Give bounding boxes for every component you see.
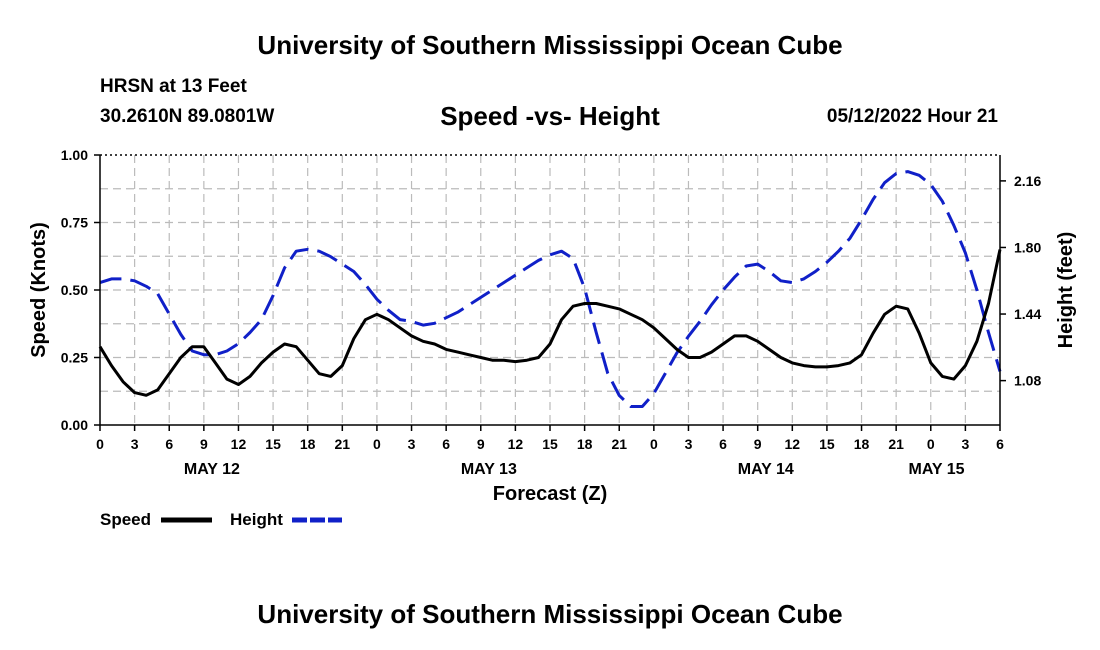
x-tick-label: 21 (335, 436, 351, 452)
height-series-line (99, 170, 1002, 408)
speed-series-line (98, 249, 1002, 397)
x-tick-label: 21 (611, 436, 627, 452)
legend-speed-label: Speed (100, 510, 151, 529)
series-layer (98, 170, 1002, 408)
coordinates-label: 30.2610N 89.0801W (100, 106, 275, 127)
x-tick-label: 18 (300, 436, 316, 452)
x-tick-label: 15 (265, 436, 281, 452)
y2-tick-label: 1.08 (1014, 373, 1041, 389)
y-axis-label: Speed (Knots) (28, 222, 50, 358)
x-tick-label: 0 (373, 436, 381, 452)
y2-tick-label: 1.80 (1014, 239, 1041, 255)
station-label: HRSN at 13 Feet (100, 76, 247, 97)
y-tick-label: 0.00 (61, 417, 88, 433)
x-tick-label: 0 (927, 436, 935, 452)
x-tick-label: 3 (131, 436, 139, 452)
y2-tick-label: 2.16 (1014, 173, 1041, 189)
footer-title: University of Southern Mississippi Ocean… (257, 599, 843, 629)
x-axis-label: Forecast (Z) (493, 483, 607, 505)
main-title: University of Southern Mississippi Ocean… (257, 30, 843, 60)
x-tick-label: 12 (785, 436, 801, 452)
x-tick-label: 3 (685, 436, 693, 452)
x-tick-label: 12 (508, 436, 524, 452)
y2-axis-label: Height (feet) (1055, 232, 1077, 349)
legend-height-label: Height (230, 510, 283, 529)
x-tick-label: 15 (542, 436, 558, 452)
date-label: MAY 15 (909, 461, 965, 478)
y2-tick-label: 1.44 (1014, 306, 1041, 322)
x-tick-label: 0 (650, 436, 658, 452)
chart-title: Speed -vs- Height (440, 101, 660, 131)
x-tick-label: 15 (819, 436, 835, 452)
forecast-datetime: 05/12/2022 Hour 21 (826, 106, 998, 127)
x-tick-label: 18 (577, 436, 593, 452)
x-tick-label: 6 (719, 436, 727, 452)
date-label: MAY 12 (184, 461, 240, 478)
y-tick-label: 0.50 (61, 282, 88, 298)
x-tick-label: 9 (200, 436, 208, 452)
x-tick-label: 3 (961, 436, 969, 452)
y-tick-label: 0.75 (61, 215, 88, 231)
x-tick-label: 12 (231, 436, 247, 452)
y-tick-label: 1.00 (61, 147, 88, 163)
x-tick-label: 6 (996, 436, 1004, 452)
date-label: MAY 14 (738, 461, 794, 478)
legend: Speed Height (100, 510, 342, 529)
x-tick-label: 6 (165, 436, 173, 452)
x-tick-label: 9 (754, 436, 762, 452)
axes: 0.00 0.25 0.50 0.75 1.00 1.08 1.44 1.80 2.16 0 3 6 9… (61, 147, 1042, 478)
grid-lines (100, 154, 1000, 425)
x-tick-label: 21 (888, 436, 904, 452)
x-tick-label: 3 (408, 436, 416, 452)
x-tick-label: 0 (96, 436, 104, 452)
date-label: MAY 13 (461, 461, 517, 478)
y-tick-label: 0.25 (61, 350, 88, 366)
x-tick-label: 18 (854, 436, 870, 452)
x-tick-label: 6 (442, 436, 450, 452)
x-tick-label: 9 (477, 436, 485, 452)
